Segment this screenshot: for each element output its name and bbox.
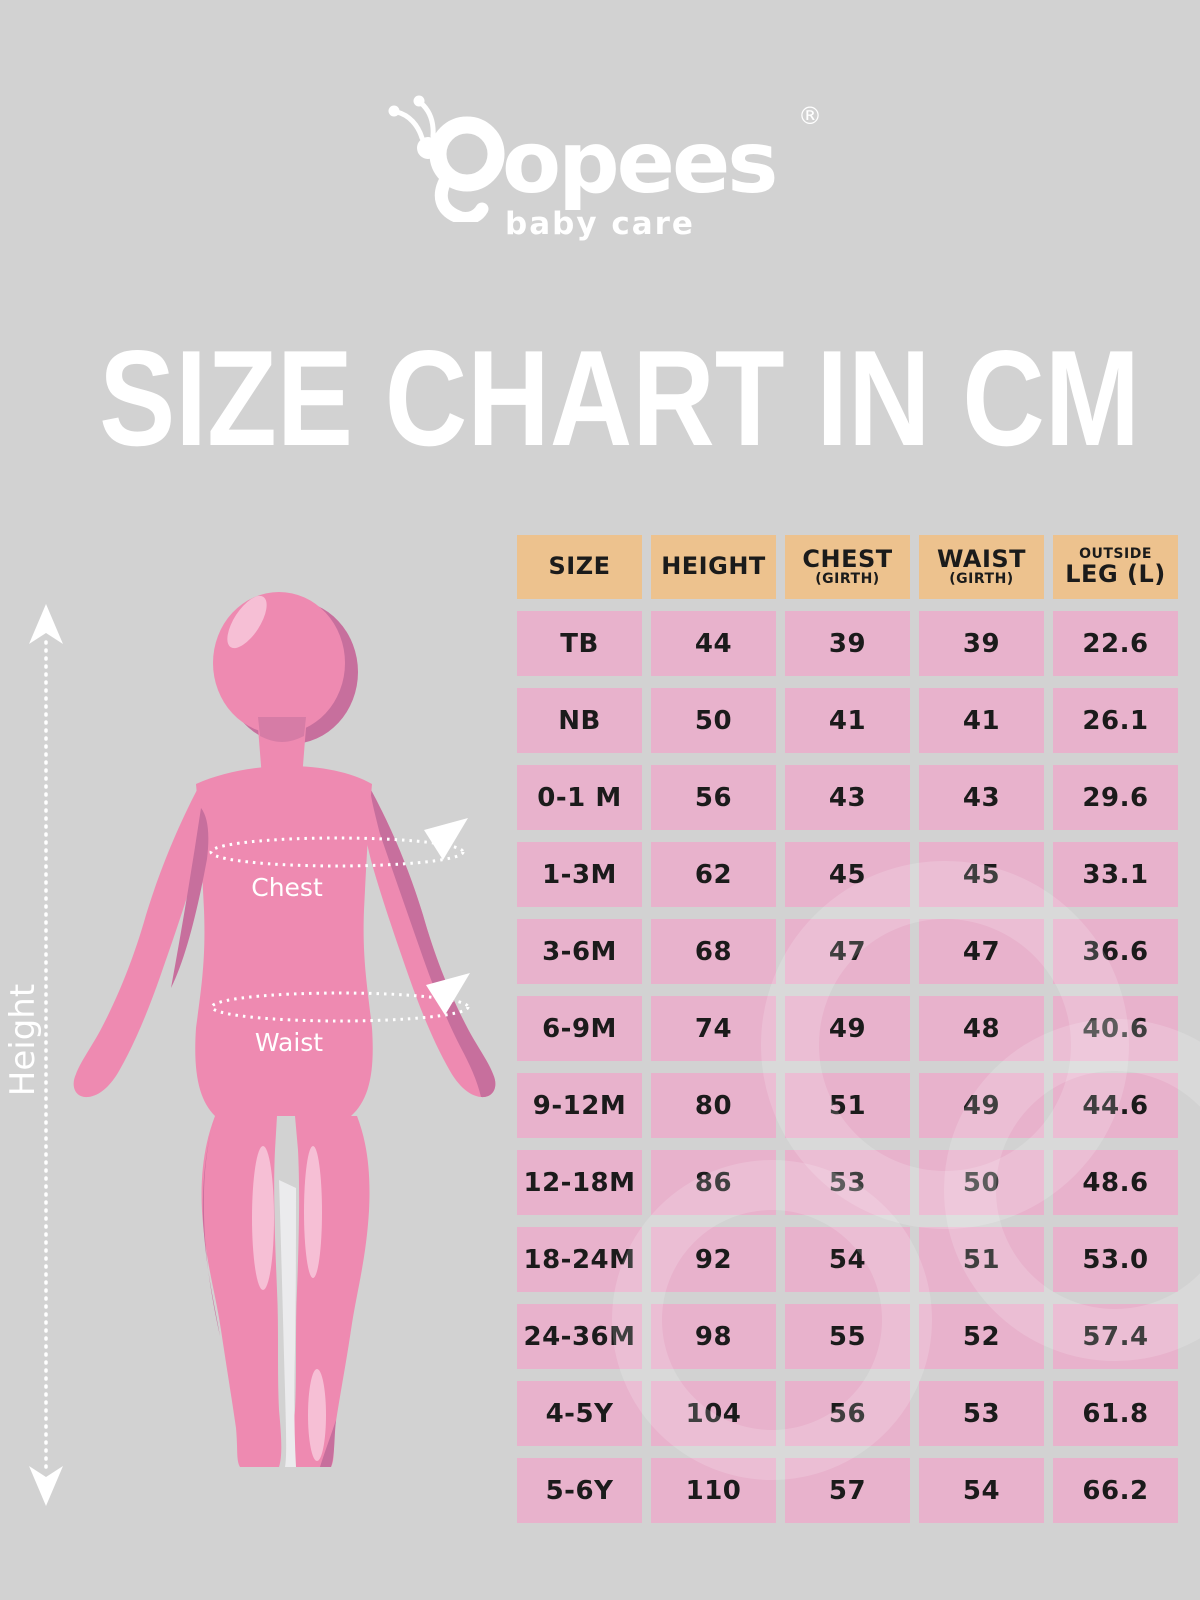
table-cell-size: TB — [517, 611, 642, 676]
table-cell-waist: 41 — [919, 688, 1044, 753]
column-header-height: HEIGHT — [651, 535, 776, 599]
table-cell-outside_leg: 36.6 — [1053, 919, 1178, 984]
antenna-right-icon — [418, 100, 436, 139]
table-cell-waist: 48 — [919, 996, 1044, 1061]
page-title: SIZE CHART IN CM — [0, 330, 1200, 466]
mannequin-body — [73, 592, 496, 1467]
table-cell-height: 104 — [651, 1381, 776, 1446]
table-cell-size: 18-24M — [517, 1227, 642, 1292]
size-table: SIZE HEIGHT CHEST (GIRTH) WAIST (GIRTH) … — [517, 535, 1178, 1523]
table-cell-outside_leg: 26.1 — [1053, 688, 1178, 753]
table-cell-outside_leg: 57.4 — [1053, 1304, 1178, 1369]
table-cell-outside_leg: 61.8 — [1053, 1381, 1178, 1446]
table-cell-waist: 52 — [919, 1304, 1044, 1369]
table-cell-chest: 51 — [785, 1073, 910, 1138]
table-cell-height: 62 — [651, 842, 776, 907]
table-cell-height: 68 — [651, 919, 776, 984]
table-cell-chest: 43 — [785, 765, 910, 830]
table-cell-outside_leg: 22.6 — [1053, 611, 1178, 676]
table-cell-height: 56 — [651, 765, 776, 830]
table-cell-chest: 55 — [785, 1304, 910, 1369]
height-label: Height — [3, 984, 43, 1096]
table-cell-size: 24-36M — [517, 1304, 642, 1369]
table-cell-size: 5-6Y — [517, 1458, 642, 1523]
table-cell-size: 0-1 M — [517, 765, 642, 830]
antenna-right-dot — [413, 95, 425, 107]
brand-tagline: baby care — [505, 206, 695, 242]
table-cell-height: 80 — [651, 1073, 776, 1138]
table-cell-waist: 49 — [919, 1073, 1044, 1138]
table-cell-height: 74 — [651, 996, 776, 1061]
popees-logo-icon: opees ® — [388, 95, 822, 225]
table-cell-waist: 39 — [919, 611, 1044, 676]
chest-girth-icon — [209, 818, 468, 868]
waist-label: Waist — [255, 1028, 323, 1057]
table-cell-waist: 54 — [919, 1458, 1044, 1523]
antenna-left-dot — [388, 105, 400, 117]
table-cell-outside_leg: 40.6 — [1053, 996, 1178, 1061]
column-header-chest: CHEST (GIRTH) — [785, 535, 910, 599]
table-cell-height: 50 — [651, 688, 776, 753]
table-cell-chest: 47 — [785, 919, 910, 984]
p-tail — [434, 169, 489, 225]
brand-name-text: opees — [502, 113, 776, 213]
table-cell-chest: 53 — [785, 1150, 910, 1215]
table-cell-outside_leg: 48.6 — [1053, 1150, 1178, 1215]
table-cell-chest: 49 — [785, 996, 910, 1061]
column-header-outside-leg: OUTSIDE LEG (L) — [1053, 535, 1178, 599]
table-cell-chest: 41 — [785, 688, 910, 753]
table-cell-height: 98 — [651, 1304, 776, 1369]
table-cell-size: 6-9M — [517, 996, 642, 1061]
registered-mark: ® — [798, 102, 822, 130]
table-cell-outside_leg: 29.6 — [1053, 765, 1178, 830]
table-cell-outside_leg: 33.1 — [1053, 842, 1178, 907]
table-cell-size: 4-5Y — [517, 1381, 642, 1446]
table-cell-height: 92 — [651, 1227, 776, 1292]
table-cell-waist: 51 — [919, 1227, 1044, 1292]
waist-girth-icon — [210, 973, 470, 1023]
column-header-waist: WAIST (GIRTH) — [919, 535, 1044, 599]
table-cell-chest: 56 — [785, 1381, 910, 1446]
antenna-left-icon — [394, 109, 425, 141]
table-cell-size: 1-3M — [517, 842, 642, 907]
table-cell-waist: 50 — [919, 1150, 1044, 1215]
table-cell-chest: 54 — [785, 1227, 910, 1292]
table-cell-size: 12-18M — [517, 1150, 642, 1215]
table-cell-waist: 43 — [919, 765, 1044, 830]
table-cell-size: 3-6M — [517, 919, 642, 984]
table-cell-height: 110 — [651, 1458, 776, 1523]
table-cell-waist: 45 — [919, 842, 1044, 907]
height-arrow-icon — [29, 604, 63, 1506]
table-cell-size: 9-12M — [517, 1073, 642, 1138]
table-cell-chest: 57 — [785, 1458, 910, 1523]
column-header-size: SIZE — [517, 535, 642, 599]
table-cell-chest: 45 — [785, 842, 910, 907]
table-cell-waist: 47 — [919, 919, 1044, 984]
brand-logo: opees ® — [370, 92, 830, 225]
table-cell-height: 86 — [651, 1150, 776, 1215]
bug-body-ring — [429, 116, 505, 192]
table-cell-outside_leg: 53.0 — [1053, 1227, 1178, 1292]
table-cell-waist: 53 — [919, 1381, 1044, 1446]
table-cell-chest: 39 — [785, 611, 910, 676]
baby-mannequin-figure: Height Chest — [3, 592, 496, 1506]
table-cell-outside_leg: 44.6 — [1053, 1073, 1178, 1138]
chest-label: Chest — [251, 873, 323, 902]
page-title-text: SIZE CHART IN CM — [99, 322, 1140, 474]
table-cell-height: 44 — [651, 611, 776, 676]
table-cell-size: NB — [517, 688, 642, 753]
table-cell-outside_leg: 66.2 — [1053, 1458, 1178, 1523]
